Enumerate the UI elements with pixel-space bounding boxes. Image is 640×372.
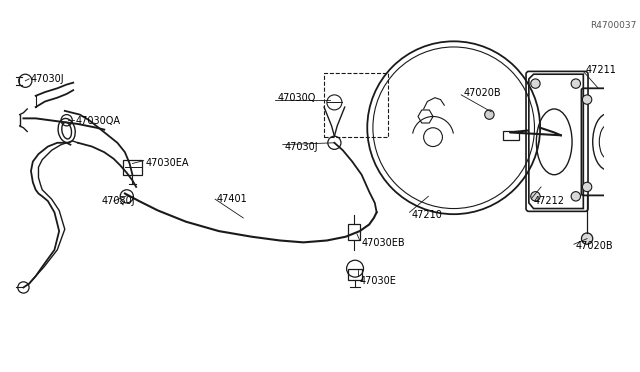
Text: 47020B: 47020B <box>576 241 614 251</box>
Text: 47211: 47211 <box>585 64 616 74</box>
Text: 47030E: 47030E <box>360 276 397 286</box>
Circle shape <box>582 95 592 104</box>
Circle shape <box>484 110 494 119</box>
Circle shape <box>622 95 631 104</box>
Bar <box>324 73 388 137</box>
Circle shape <box>582 233 593 244</box>
Circle shape <box>531 79 540 88</box>
Circle shape <box>622 182 631 192</box>
Text: 47212: 47212 <box>534 196 564 206</box>
Circle shape <box>582 182 592 192</box>
Text: 47030J: 47030J <box>101 196 135 206</box>
Circle shape <box>571 192 580 201</box>
Text: 47030J: 47030J <box>31 74 65 84</box>
Circle shape <box>571 79 580 88</box>
Text: 47030QA: 47030QA <box>76 116 121 126</box>
Text: 47030EA: 47030EA <box>145 158 189 169</box>
Circle shape <box>531 192 540 201</box>
Bar <box>348 269 362 280</box>
Text: 47210: 47210 <box>412 210 442 220</box>
Text: 47401: 47401 <box>217 194 248 204</box>
Bar <box>504 131 518 140</box>
Text: 47030EB: 47030EB <box>362 238 405 248</box>
Text: 47020B: 47020B <box>463 88 500 98</box>
Text: R4700037: R4700037 <box>590 21 636 30</box>
Bar <box>348 224 360 240</box>
Text: 47030J: 47030J <box>285 141 318 151</box>
Bar <box>123 160 142 175</box>
Text: 47030Q: 47030Q <box>277 93 316 103</box>
